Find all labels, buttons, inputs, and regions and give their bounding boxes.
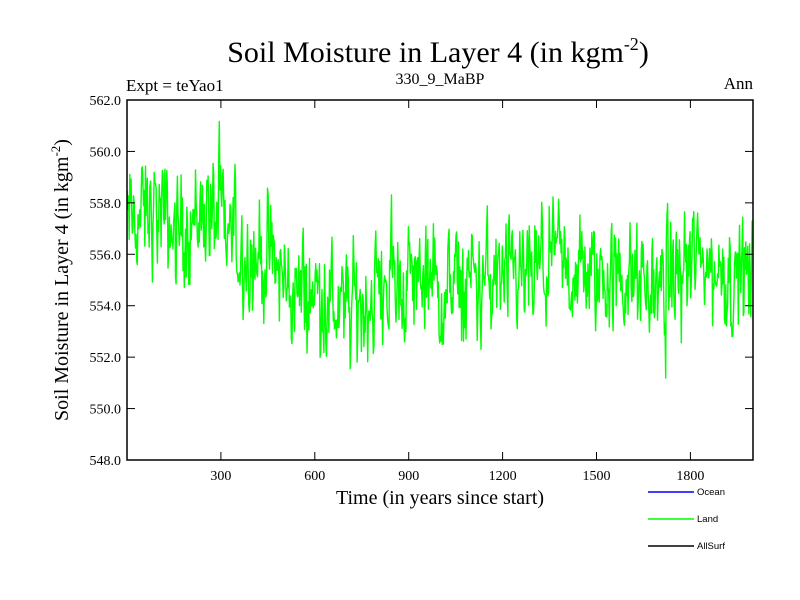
y-axis-ticks: 548.0 550.0 552.0 554.0 556.0 558.0 560.0 562.0 [90,94,753,469]
x-tick-label: 1800 [676,469,704,484]
y-tick-label: 550.0 [90,403,122,418]
chart-title-superscript: -2 [624,34,639,54]
subtitle-experiment-id: 330_9_MaBP [396,71,485,88]
y-tick-label: 558.0 [90,197,122,212]
legend-label-land: Land [697,514,718,525]
chart-title: Soil Moisture in Layer 4 (in kgm-2) [227,34,649,69]
legend-label-ocean: Ocean [697,487,725,498]
legend-label-allsurf: AllSurf [697,541,725,552]
x-tick-label: 1500 [583,469,611,484]
y-axis-label-superscript: -2 [48,146,63,157]
x-tick-label: 600 [304,469,325,484]
plot-frame [126,99,754,461]
x-tick-label: 900 [398,469,419,484]
legend: Ocean Land AllSurf [648,487,725,552]
subtitle-season: Ann [724,74,754,93]
x-axis-label: Time (in years since start) [336,487,544,509]
y-tick-label: 554.0 [90,300,122,315]
y-tick-label: 562.0 [90,94,122,109]
x-tick-label: 300 [210,469,231,484]
y-axis-label: Soil Moisture in Layer 4 (in kgm-2) [48,139,73,421]
subtitle-expt: Expt = teYao1 [126,76,224,95]
y-tick-label: 560.0 [90,145,122,160]
chart-title-close: ) [639,36,649,69]
x-axis-ticks: 300 600 900 1200 1500 1800 [210,100,704,484]
y-axis-label-close: ) [51,139,73,146]
y-tick-label: 548.0 [90,454,122,469]
x-tick-label: 1200 [489,469,517,484]
y-tick-label: 556.0 [90,248,122,263]
y-tick-label: 552.0 [90,351,122,366]
series-line-land [126,120,754,379]
